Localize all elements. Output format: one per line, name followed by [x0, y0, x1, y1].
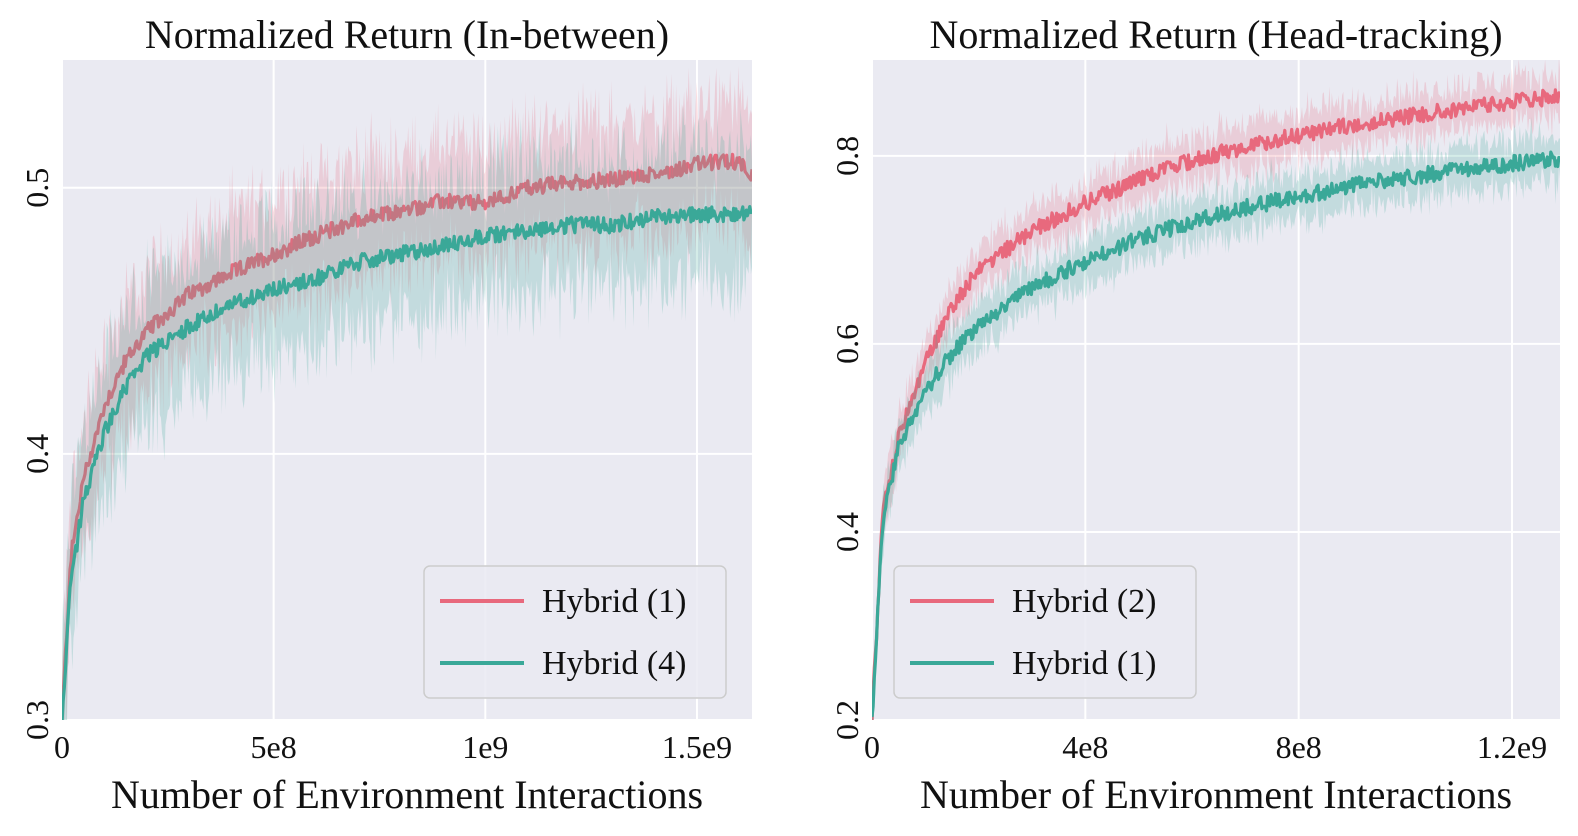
in-between-y-tick-label: 0.4	[19, 434, 55, 474]
in-between-x-tick-label: 1e9	[462, 729, 508, 765]
in-between-y-tick-label: 0.5	[19, 168, 55, 208]
head-tracking-y-tick-label: 0.6	[829, 324, 865, 364]
in-between-legend-label-1: Hybrid (1)	[542, 583, 686, 620]
head-tracking-x-tick-label: 4e8	[1062, 729, 1108, 765]
in-between-series-line-1	[62, 152, 752, 718]
in-between-chart-title: Normalized Return (In-between)	[145, 12, 669, 57]
head-tracking-legend-label-1: Hybrid (2)	[1012, 583, 1156, 620]
head-tracking-series-line-2	[872, 150, 1560, 718]
head-tracking-y-tick-label: 0.2	[829, 700, 865, 740]
in-between-band-1	[62, 65, 752, 720]
head-tracking-legend-label-2: Hybrid (1)	[1012, 645, 1156, 682]
head-tracking-band-2	[872, 116, 1560, 720]
in-between-x-tick-label: 0	[54, 729, 70, 765]
in-between-x-tick-label: 5e8	[251, 729, 297, 765]
in-between-band-2	[62, 105, 752, 720]
head-tracking-y-tick-label: 0.4	[829, 512, 865, 552]
head-tracking-series-group	[872, 60, 1560, 720]
head-tracking-x-axis-label: Number of Environment Interactions	[920, 772, 1512, 817]
head-tracking-series-line-1	[872, 88, 1560, 720]
head-tracking-y-tick-label: 0.8	[829, 136, 865, 176]
in-between-x-axis-label: Number of Environment Interactions	[111, 772, 703, 817]
in-between-x-tick-label: 1.5e9	[662, 729, 732, 765]
in-between-legend-label-2: Hybrid (4)	[542, 645, 686, 682]
head-tracking-x-tick-label: 8e8	[1276, 729, 1322, 765]
panel-in-between: Normalized Return (In-between) 0 5e8 1e9 1.5…	[19, 12, 752, 817]
head-tracking-x-tick-label: 0	[864, 729, 880, 765]
panel-head-tracking: Normalized Return (Head-tracking) 0 4e8 8e8…	[829, 12, 1560, 817]
head-tracking-x-tick-label: 1.2e9	[1477, 729, 1547, 765]
in-between-series-line-2	[62, 205, 752, 720]
head-tracking-chart-title: Normalized Return (Head-tracking)	[929, 12, 1502, 57]
in-between-legend: Hybrid (1) Hybrid (4)	[423, 565, 727, 699]
head-tracking-legend: Hybrid (2) Hybrid (1)	[893, 565, 1197, 699]
in-between-y-tick-label: 0.3	[19, 700, 55, 740]
in-between-series-group	[62, 65, 752, 720]
